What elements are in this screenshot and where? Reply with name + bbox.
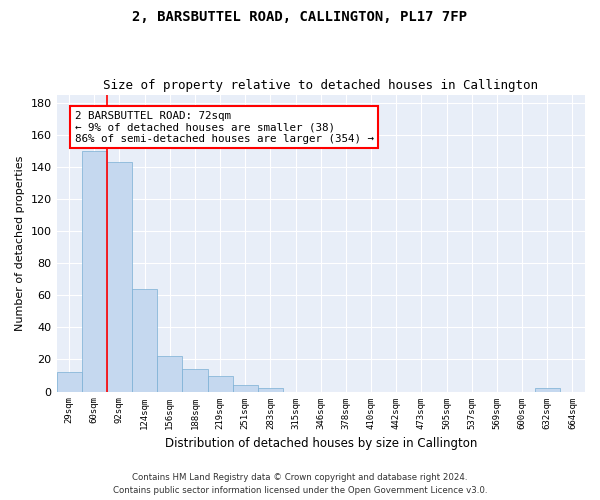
Bar bbox=[208, 376, 233, 392]
Bar bbox=[157, 356, 182, 392]
Bar bbox=[82, 150, 107, 392]
Bar bbox=[258, 388, 283, 392]
Title: Size of property relative to detached houses in Callington: Size of property relative to detached ho… bbox=[103, 79, 538, 92]
Y-axis label: Number of detached properties: Number of detached properties bbox=[15, 156, 25, 330]
Bar bbox=[182, 369, 208, 392]
Bar bbox=[132, 289, 157, 392]
Text: 2 BARSBUTTEL ROAD: 72sqm
← 9% of detached houses are smaller (38)
86% of semi-de: 2 BARSBUTTEL ROAD: 72sqm ← 9% of detache… bbox=[74, 110, 374, 144]
Bar bbox=[56, 372, 82, 392]
X-axis label: Distribution of detached houses by size in Callington: Distribution of detached houses by size … bbox=[164, 437, 477, 450]
Bar bbox=[107, 162, 132, 392]
Text: 2, BARSBUTTEL ROAD, CALLINGTON, PL17 7FP: 2, BARSBUTTEL ROAD, CALLINGTON, PL17 7FP bbox=[133, 10, 467, 24]
Bar bbox=[233, 385, 258, 392]
Text: Contains HM Land Registry data © Crown copyright and database right 2024.
Contai: Contains HM Land Registry data © Crown c… bbox=[113, 474, 487, 495]
Bar bbox=[535, 388, 560, 392]
